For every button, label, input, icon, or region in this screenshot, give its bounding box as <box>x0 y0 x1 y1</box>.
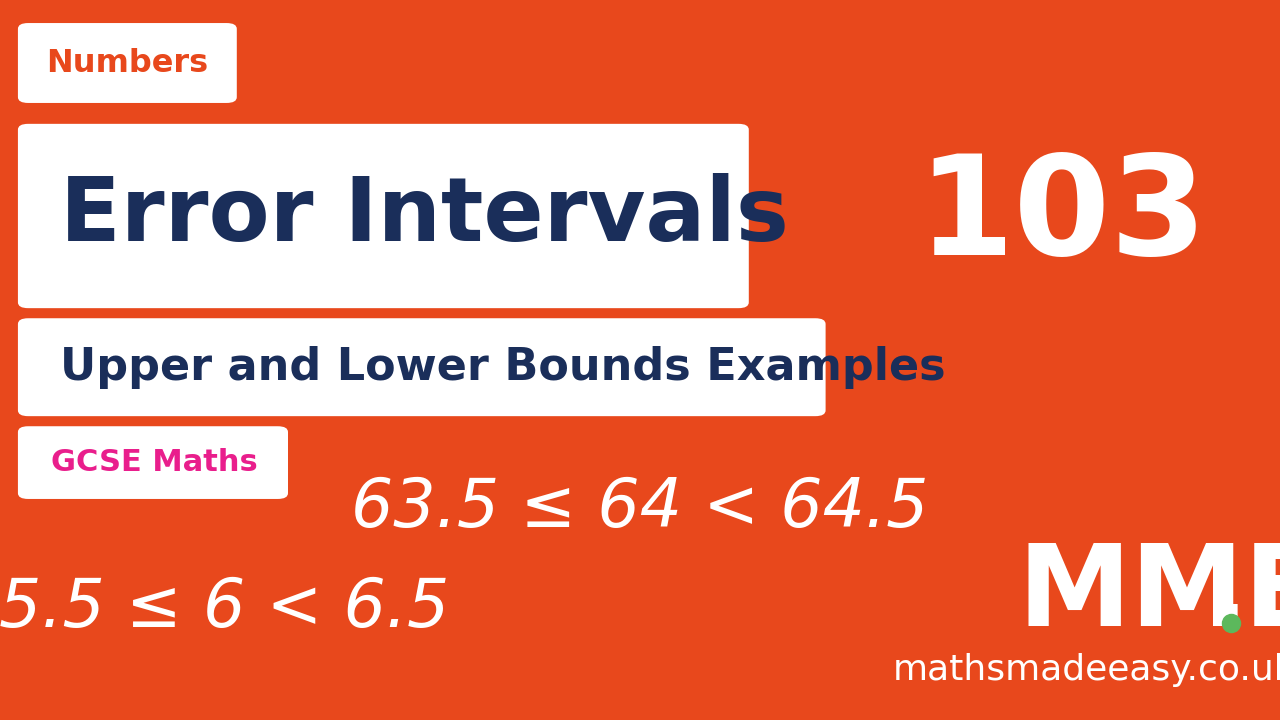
FancyBboxPatch shape <box>18 426 288 499</box>
Text: GCSE Maths: GCSE Maths <box>51 448 259 477</box>
Text: Error Intervals: Error Intervals <box>60 173 788 259</box>
Text: Upper and Lower Bounds Examples: Upper and Lower Bounds Examples <box>60 346 946 389</box>
Text: mathsmadeeasy.co.uk: mathsmadeeasy.co.uk <box>893 652 1280 687</box>
Text: 103: 103 <box>918 148 1207 284</box>
FancyBboxPatch shape <box>18 124 749 308</box>
Text: Numbers: Numbers <box>46 48 209 78</box>
FancyBboxPatch shape <box>18 318 826 416</box>
Text: 5.5 ≤ 6 < 6.5: 5.5 ≤ 6 < 6.5 <box>0 575 449 642</box>
Text: 63.5 ≤ 64 < 64.5: 63.5 ≤ 64 < 64.5 <box>351 474 929 541</box>
Text: MME: MME <box>1018 539 1280 649</box>
Text: .: . <box>1206 539 1249 649</box>
FancyBboxPatch shape <box>18 23 237 103</box>
